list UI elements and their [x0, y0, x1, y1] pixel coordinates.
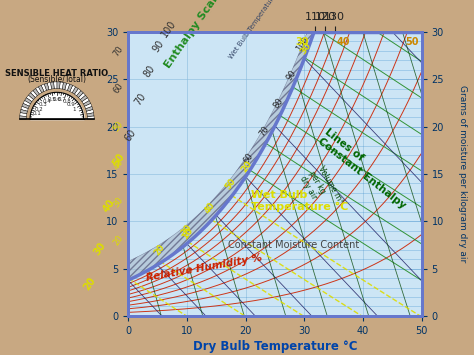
- Polygon shape: [50, 82, 54, 89]
- Text: 0.3: 0.3: [38, 102, 47, 108]
- Polygon shape: [57, 82, 60, 89]
- Text: 60: 60: [123, 127, 138, 143]
- Polygon shape: [20, 109, 27, 114]
- Text: 100: 100: [159, 18, 178, 39]
- Text: Volume m³
per kg
dry air: Volume m³ per kg dry air: [299, 164, 345, 215]
- Text: 90: 90: [284, 69, 298, 82]
- Text: 50: 50: [223, 176, 237, 191]
- Text: 20: 20: [82, 275, 98, 293]
- Text: 60: 60: [241, 152, 255, 165]
- Text: 0.2: 0.2: [35, 106, 44, 111]
- Text: 50: 50: [405, 37, 419, 47]
- Polygon shape: [86, 106, 93, 111]
- Text: 0.7: 0.7: [58, 97, 66, 102]
- Text: 50: 50: [112, 120, 125, 133]
- Text: 60: 60: [111, 82, 125, 95]
- Polygon shape: [60, 82, 64, 89]
- Polygon shape: [62, 82, 66, 89]
- Polygon shape: [20, 113, 27, 116]
- Text: 70: 70: [111, 44, 125, 58]
- Text: 1: 1: [73, 106, 76, 111]
- Polygon shape: [22, 103, 29, 109]
- Polygon shape: [79, 93, 85, 99]
- Polygon shape: [33, 89, 39, 96]
- Text: 0.8: 0.8: [63, 99, 71, 104]
- X-axis label: Dry Bulb Temperature °C: Dry Bulb Temperature °C: [192, 340, 357, 353]
- Polygon shape: [44, 83, 49, 91]
- Text: 0.4: 0.4: [43, 99, 51, 104]
- Polygon shape: [27, 95, 34, 102]
- Polygon shape: [76, 91, 83, 98]
- Text: 20: 20: [153, 243, 167, 257]
- Polygon shape: [74, 89, 81, 96]
- Text: Wet Bulb
Temperature °C: Wet Bulb Temperature °C: [251, 190, 349, 212]
- Text: 20: 20: [112, 233, 125, 247]
- Text: 30: 30: [180, 223, 193, 237]
- Text: 0.1: 0.1: [33, 111, 42, 116]
- Polygon shape: [87, 116, 94, 119]
- Text: 70: 70: [257, 124, 271, 138]
- Polygon shape: [80, 95, 87, 102]
- Text: 0.5: 0.5: [47, 97, 56, 102]
- Polygon shape: [21, 106, 28, 111]
- Polygon shape: [87, 113, 94, 116]
- Polygon shape: [36, 87, 42, 94]
- Polygon shape: [23, 100, 30, 106]
- Polygon shape: [47, 82, 52, 89]
- Polygon shape: [72, 87, 78, 94]
- Text: 0.6: 0.6: [53, 97, 61, 102]
- Text: 100: 100: [295, 35, 311, 53]
- Polygon shape: [82, 98, 89, 104]
- Text: (Sensible/Total): (Sensible/Total): [27, 75, 86, 84]
- Text: 40: 40: [337, 37, 350, 47]
- Text: 30: 30: [298, 40, 313, 56]
- Text: 80: 80: [272, 97, 285, 110]
- Text: 40: 40: [101, 197, 117, 214]
- Text: 40: 40: [112, 158, 125, 171]
- Polygon shape: [83, 100, 91, 106]
- Text: Wet Bulb Temperatures read from this scale: Wet Bulb Temperatures read from this sca…: [228, 0, 320, 60]
- Polygon shape: [67, 84, 73, 92]
- Text: 10: 10: [181, 225, 195, 241]
- Text: 30: 30: [111, 195, 125, 209]
- Text: SENSIBLE HEAT RATIO: SENSIBLE HEAT RATIO: [5, 69, 109, 78]
- Text: Constant Moisture Content: Constant Moisture Content: [228, 240, 359, 250]
- Polygon shape: [41, 84, 46, 92]
- Text: Enthalpy Scale: Enthalpy Scale: [163, 0, 224, 70]
- Polygon shape: [70, 85, 75, 93]
- Polygon shape: [19, 116, 27, 119]
- Polygon shape: [38, 85, 44, 93]
- Text: Lines of
Constant Enthalpy: Lines of Constant Enthalpy: [316, 127, 415, 211]
- Polygon shape: [54, 82, 57, 89]
- Text: 90: 90: [151, 38, 166, 54]
- Polygon shape: [65, 83, 70, 91]
- Y-axis label: Grams of moisture per kilogram dry air: Grams of moisture per kilogram dry air: [458, 85, 467, 263]
- Text: 40: 40: [203, 201, 217, 215]
- Text: 30: 30: [91, 240, 108, 257]
- Polygon shape: [86, 109, 93, 114]
- Text: 50: 50: [110, 151, 127, 168]
- Text: 20: 20: [239, 159, 254, 174]
- Text: 80: 80: [142, 63, 157, 79]
- Text: 30: 30: [295, 37, 309, 47]
- Text: Relative Humidity %: Relative Humidity %: [146, 252, 264, 283]
- Polygon shape: [28, 93, 35, 99]
- Text: 0.9: 0.9: [67, 102, 75, 108]
- Text: 70: 70: [132, 92, 147, 107]
- Polygon shape: [30, 91, 37, 98]
- Polygon shape: [84, 103, 92, 109]
- Polygon shape: [25, 98, 32, 104]
